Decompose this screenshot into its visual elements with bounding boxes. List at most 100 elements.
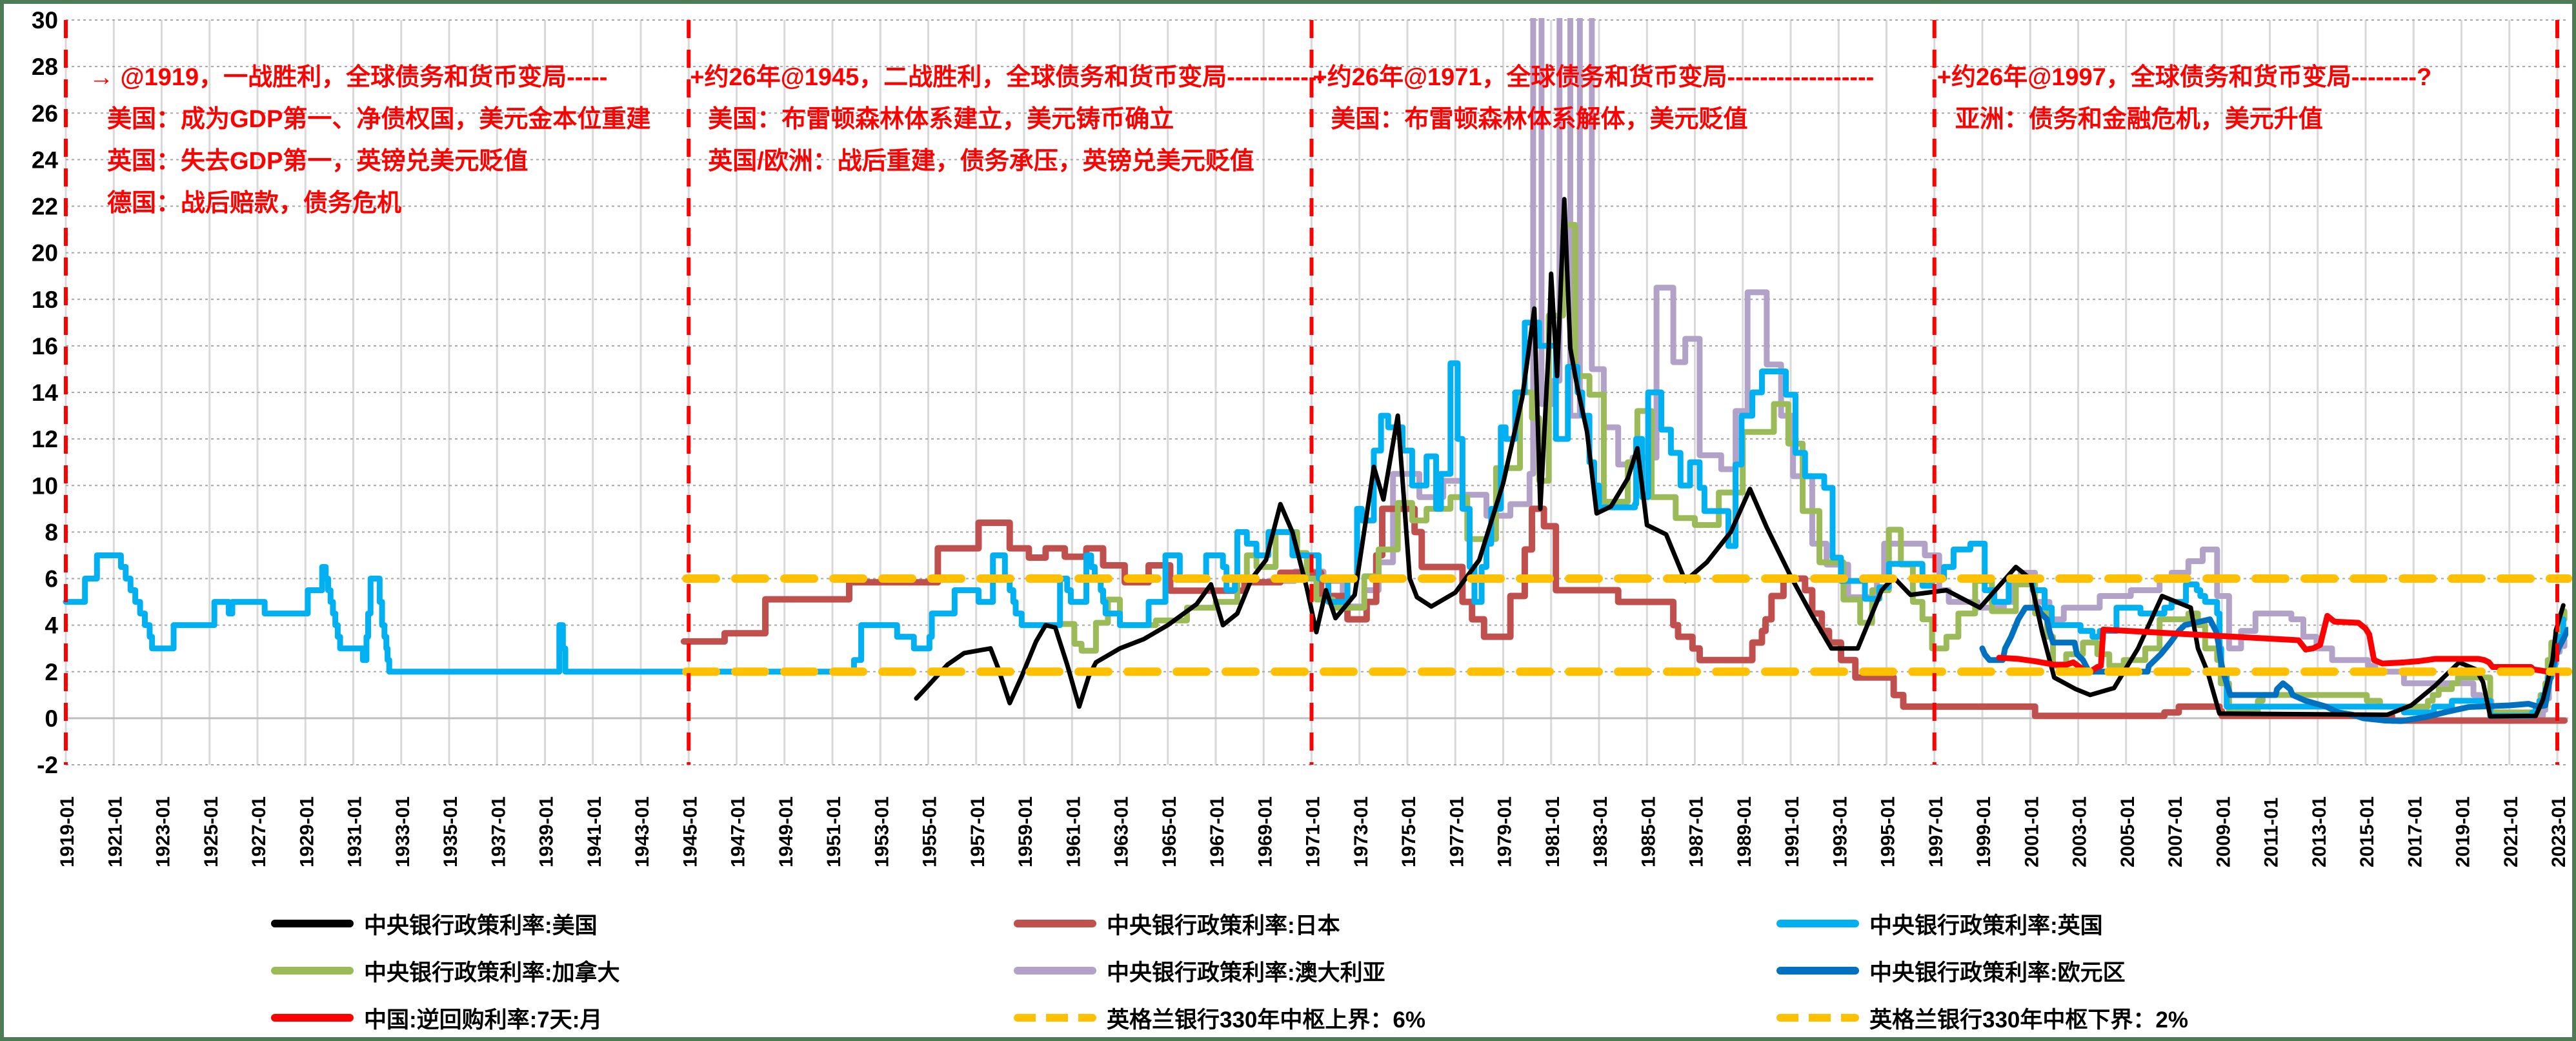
- legend-item-japan: 中央银行政策利率:日本: [1014, 905, 1340, 942]
- y-tick-label: 14: [32, 379, 59, 406]
- x-tick-label: 2011-01: [2261, 798, 2282, 867]
- x-tick-label: 1919-01: [57, 796, 78, 867]
- y-tick-label: 24: [32, 147, 59, 173]
- x-tick-label: 2009-01: [2213, 796, 2234, 867]
- x-tick-label: 1943-01: [632, 796, 653, 867]
- x-tick-label: 1953-01: [871, 796, 892, 867]
- y-tick-label: 0: [45, 705, 58, 732]
- annotation-1919-title: → @1919，一战胜利，全球债务和货币变局-----: [89, 64, 608, 91]
- legend-label-canada: 中央银行政策利率:加拿大: [364, 960, 620, 985]
- x-tick-label: 1955-01: [920, 796, 941, 867]
- x-tick-label: 1947-01: [728, 796, 749, 867]
- legend-item-eurozone: 中央银行政策利率:欧元区: [1776, 953, 2126, 989]
- y-tick-label: 28: [32, 54, 58, 80]
- x-tick-label: 2007-01: [2165, 796, 2186, 867]
- x-tick-label: 1927-01: [248, 796, 270, 867]
- annotation-1997-line-asia: 亚洲：债务和金融危机，美元升值: [1955, 106, 2323, 133]
- x-tick-label: 1959-01: [1015, 796, 1036, 867]
- series-line-中国:逆回购利率:7天:月: [1996, 612, 2568, 675]
- x-tick-label: 1991-01: [1782, 796, 1803, 867]
- y-tick-label: 10: [32, 472, 58, 499]
- x-tick-label: 1923-01: [153, 796, 174, 867]
- x-tick-label: 2017-01: [2404, 796, 2426, 867]
- legend-swatch-boe-upper-bound: [1014, 1014, 1096, 1022]
- series-line-中央银行政策利率:欧元区: [1979, 605, 2568, 724]
- x-tick-label: 1951-01: [823, 796, 845, 867]
- x-tick-label: 1997-01: [1926, 796, 1947, 867]
- annotation-1945: +约26年@1945，二战胜利，全球债务和货币变局------------ 美国…: [690, 57, 1325, 183]
- y-tick-label: 18: [32, 287, 58, 313]
- series-line-中央银行政策利率:澳大利亚: [1265, 18, 2568, 719]
- legend-item-uk: 中央银行政策利率:英国: [1776, 905, 2103, 942]
- y-tick-label: 12: [32, 426, 58, 452]
- y-tick-label: 6: [45, 566, 58, 592]
- x-tick-label: 1937-01: [488, 796, 509, 867]
- x-tick-label: 1931-01: [345, 796, 366, 867]
- x-tick-label: 1973-01: [1351, 796, 1372, 867]
- legend-label-eurozone: 中央银行政策利率:欧元区: [1869, 960, 2126, 985]
- y-tick-label: -2: [37, 752, 58, 778]
- x-tick-label: 1977-01: [1446, 796, 1467, 867]
- series-line-中央银行政策利率:美国: [914, 197, 2566, 719]
- x-tick-label: 1929-01: [296, 796, 317, 867]
- legend-label-boe-upper-bound: 英格兰银行330年中枢上界：6%: [1107, 1007, 1425, 1033]
- series-line-中央银行政策利率:加拿大: [1057, 221, 2568, 716]
- x-tick-label: 1979-01: [1494, 796, 1516, 867]
- legend-label-us: 中央银行政策利率:美国: [364, 913, 598, 938]
- legend-item-boe-upper-bound: 英格兰银行330年中枢上界：6%: [1014, 1000, 1425, 1036]
- legend-label-australia: 中央银行政策利率:澳大利亚: [1107, 960, 1385, 985]
- legend-label-china-repo: 中国:逆回购利率:7天:月: [364, 1007, 603, 1033]
- x-tick-label: 2021-01: [2501, 796, 2522, 867]
- x-tick-label: 2013-01: [2309, 796, 2330, 867]
- legend-swatch-us: [271, 920, 354, 927]
- annotation-1997: +约26年@1997，全球债务和货币变局--------? 亚洲：债务和金融危机…: [1937, 57, 2432, 141]
- x-tick-label: 1965-01: [1159, 796, 1180, 867]
- x-tick-label: 1957-01: [967, 796, 989, 867]
- legend-swatch-japan: [1014, 920, 1096, 927]
- legend-swatch-australia: [1014, 967, 1096, 975]
- x-tick-label: 1961-01: [1063, 796, 1084, 867]
- series-group: [63, 18, 2568, 724]
- y-tick-label: 26: [32, 100, 58, 126]
- x-tick-label: 2015-01: [2357, 796, 2378, 867]
- x-tick-label: 1983-01: [1590, 796, 1611, 867]
- x-tick-label: 1975-01: [1398, 796, 1420, 867]
- x-tick-label: 2005-01: [2117, 796, 2138, 867]
- legend-swatch-eurozone: [1776, 967, 1859, 975]
- y-tick-label: 2: [45, 659, 58, 685]
- annotation-1945-title: +约26年@1945，二战胜利，全球债务和货币变局------------: [690, 64, 1325, 91]
- legend-swatch-canada: [271, 967, 354, 975]
- x-tick-label: 1921-01: [105, 796, 126, 867]
- x-tick-label: 2023-01: [2548, 796, 2570, 867]
- legend-item-china-repo: 中国:逆回购利率:7天:月: [271, 1000, 602, 1036]
- x-tick-label: 2019-01: [2453, 796, 2474, 867]
- legend-item-australia: 中央银行政策利率:澳大利亚: [1014, 953, 1385, 989]
- x-tick-label: 1999-01: [1973, 796, 1995, 867]
- x-tick-label: 1971-01: [1303, 796, 1324, 867]
- x-tick-label: 1935-01: [440, 796, 461, 867]
- y-tick-label: 4: [45, 612, 58, 639]
- x-tick-label: 1993-01: [1829, 796, 1851, 867]
- annotation-1971: +约26年@1971，全球债务和货币变局------------------ 美…: [1313, 57, 1875, 141]
- legend-swatch-china-repo: [271, 1014, 354, 1022]
- x-tick-label: 1989-01: [1734, 796, 1755, 867]
- legend-item-us: 中央银行政策利率:美国: [271, 905, 598, 942]
- x-tick-label: 2003-01: [2069, 796, 2091, 867]
- x-tick-label: 1987-01: [1686, 796, 1707, 867]
- annotation-1919-line-uk: 英国：失去GDP第一，英镑兑美元贬值: [107, 148, 528, 175]
- annotation-1971-title: +约26年@1971，全球债务和货币变局------------------: [1313, 64, 1875, 91]
- legend-swatch-boe-lower-bound: [1776, 1014, 1859, 1022]
- x-tick-label: 1933-01: [392, 796, 414, 867]
- x-tick-label: 1969-01: [1254, 796, 1276, 867]
- annotation-1945-line-uk-europe: 英国/欧洲：战后重建，债务承压，英镑兑美元贬值: [708, 148, 1254, 175]
- annotation-1945-line-us: 美国：布雷顿森林体系建立，美元铸币确立: [708, 106, 1174, 133]
- y-tick-label: 8: [45, 519, 58, 545]
- annotation-1997-title: +约26年@1997，全球债务和货币变局--------?: [1937, 64, 2432, 91]
- x-tick-label: 1967-01: [1207, 796, 1228, 867]
- annotation-1971-line-us: 美国：布雷顿森林体系解体，美元贬值: [1331, 106, 1748, 133]
- y-tick-label: 22: [32, 194, 58, 220]
- y-tick-label: 20: [32, 240, 58, 267]
- legend-item-boe-lower-bound: 英格兰银行330年中枢下界：2%: [1776, 1000, 2188, 1036]
